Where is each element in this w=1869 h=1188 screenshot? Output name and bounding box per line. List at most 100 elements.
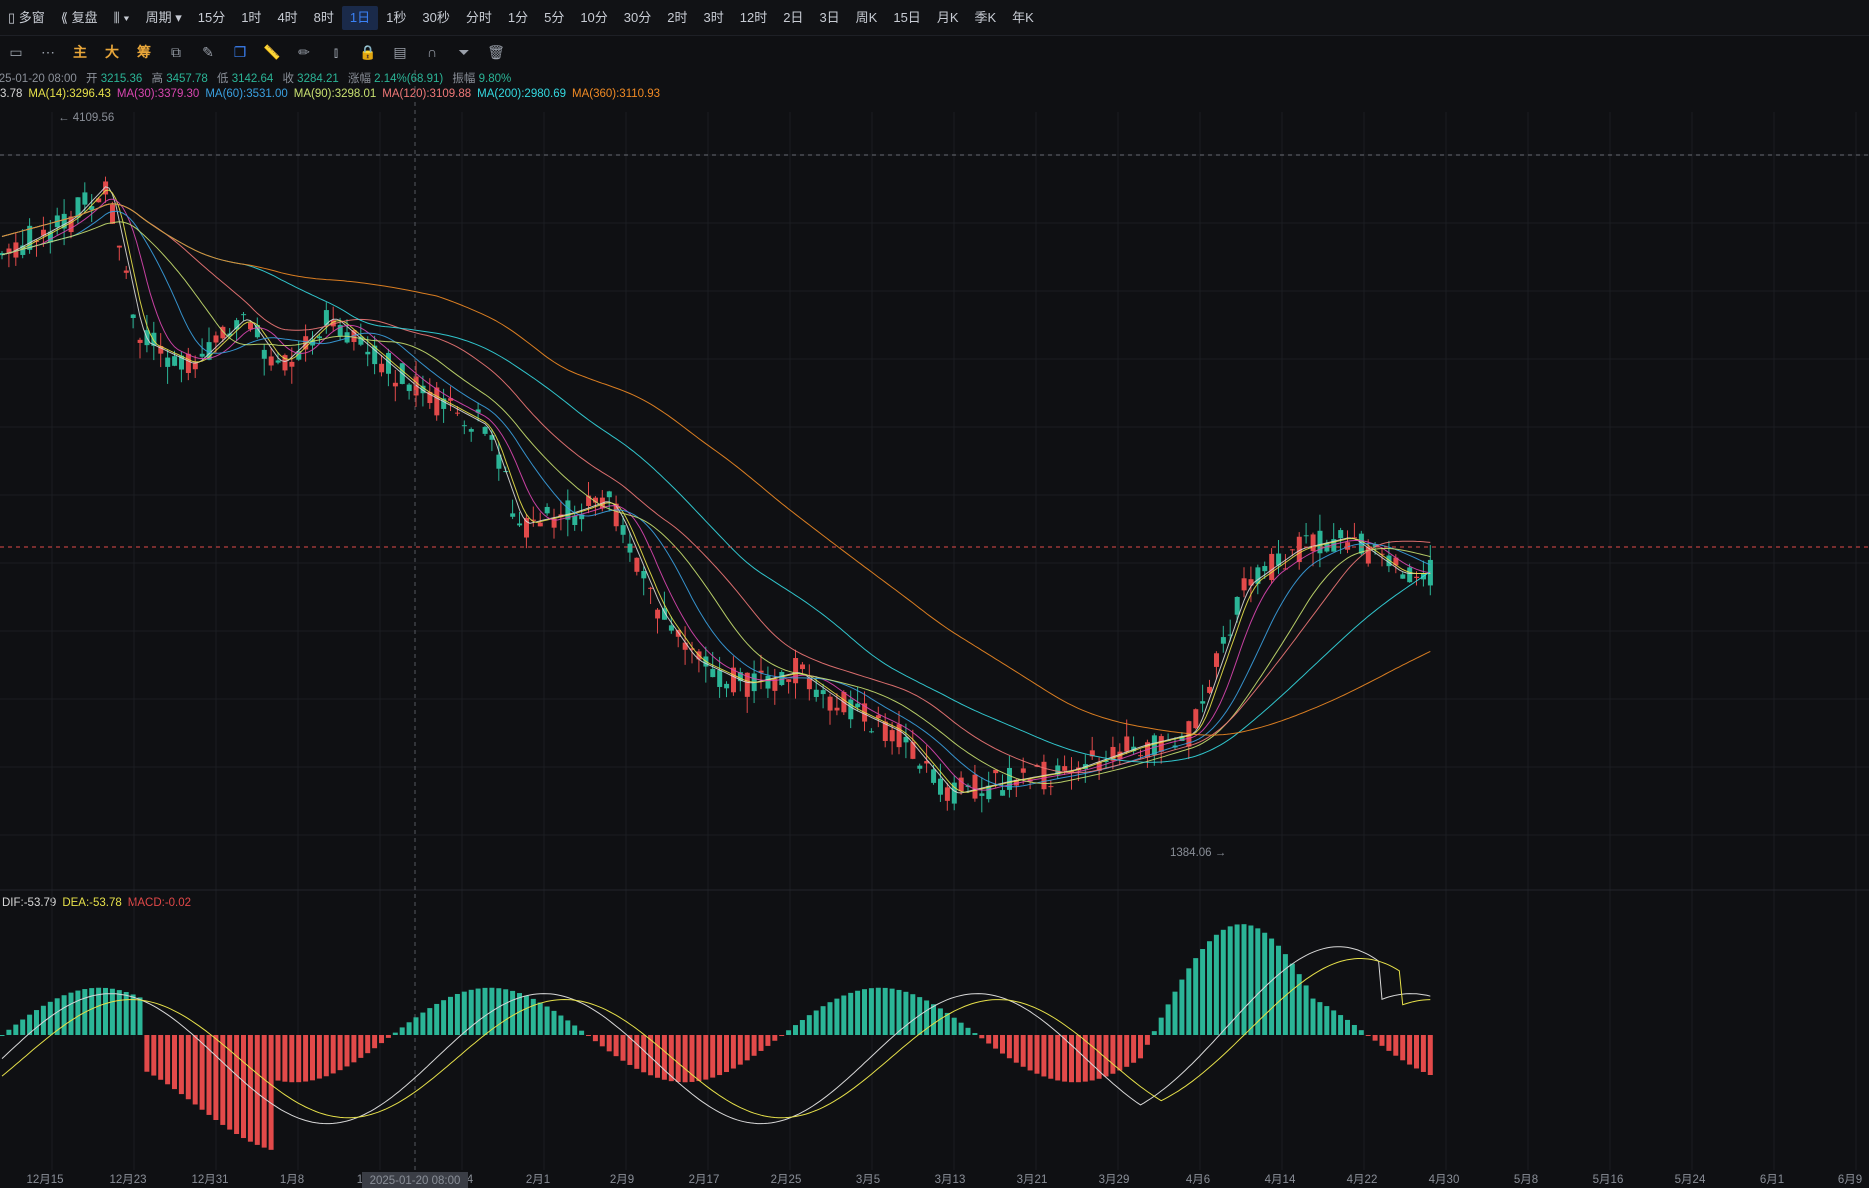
macd-bar (1324, 1006, 1330, 1035)
candle-body (406, 384, 412, 392)
interval-19[interactable]: 月K (936, 9, 959, 25)
big-indicator-button[interactable]: 大 (105, 44, 119, 60)
macd-bar (793, 1025, 798, 1035)
macd-bar (634, 1035, 640, 1069)
macd-bar (1069, 1035, 1074, 1083)
interval-7[interactable]: 分时 (465, 9, 492, 25)
candle-body (151, 332, 157, 346)
magnet-icon[interactable]: ∩ (426, 44, 438, 60)
ma-legend-item-5: MA(120):3109.88 (382, 88, 472, 100)
candle-body (903, 736, 909, 743)
interval-11[interactable]: 30分 (623, 9, 652, 25)
chart-type-button[interactable]: ⫼ ▾ (113, 9, 130, 25)
interval-21[interactable]: 年K (1012, 9, 1034, 25)
period-dropdown[interactable]: 周期 ▾ (145, 9, 182, 25)
macd-bar (565, 1020, 571, 1035)
candle-body (220, 326, 226, 339)
candle-body (1069, 771, 1075, 773)
candle-body (951, 782, 957, 804)
candle-body (116, 245, 122, 248)
macd-bar (399, 1027, 405, 1035)
interval-14[interactable]: 12时 (739, 9, 768, 25)
candle-body (82, 192, 88, 205)
candle-body (1124, 736, 1130, 752)
interval-0[interactable]: 15分 (197, 9, 226, 25)
interval-2[interactable]: 4时 (277, 9, 298, 25)
macd-bar (586, 1035, 591, 1036)
interval-3[interactable]: 8时 (313, 9, 334, 25)
interval-10[interactable]: 10分 (580, 9, 608, 25)
ma-line-1 (1, 189, 1431, 793)
macd-bar (993, 1035, 999, 1049)
candle-body (1110, 746, 1116, 761)
macd-bar (606, 1035, 612, 1052)
interval-18[interactable]: 15日 (893, 9, 921, 25)
interval-15[interactable]: 2日 (783, 9, 804, 25)
trash-icon[interactable]: 🗑 (487, 43, 505, 60)
interval-6[interactable]: 30秒 (422, 9, 450, 25)
x-axis-label: 4月14 (1265, 1174, 1296, 1186)
candle-body (496, 454, 502, 469)
macd-bar (6, 1029, 12, 1035)
candle-body (1158, 736, 1164, 752)
copy-icon[interactable]: ❐ (233, 43, 247, 60)
interval-1[interactable]: 1时 (241, 9, 262, 25)
ma-legend-item-6: MA(200):2980.69 (477, 88, 567, 100)
interval-9[interactable]: 5分 (544, 9, 565, 25)
candle-body (586, 495, 592, 506)
candle-body (351, 330, 357, 343)
candle-icon[interactable]: ⫾ (333, 43, 339, 60)
macd-bar (1200, 949, 1206, 1035)
candle-body (744, 672, 750, 697)
macd-bar (696, 1035, 702, 1082)
macd-bar (1055, 1035, 1061, 1081)
ruler-icon[interactable]: 📏 (263, 43, 281, 60)
macd-bar (1131, 1035, 1137, 1063)
main-indicator-button[interactable]: 主 (73, 44, 87, 60)
interval-4[interactable]: 1日 (341, 5, 379, 30)
macd-legend-item-0: DIF:-53.79 (2, 897, 57, 909)
more-icon[interactable]: ⋯ (41, 43, 55, 60)
brush-icon[interactable]: ✎ (202, 43, 214, 60)
macd-bar (1372, 1035, 1378, 1041)
macd-bar (323, 1035, 329, 1077)
candle-body (606, 491, 612, 498)
candle-body (392, 382, 398, 387)
macd-bar (1296, 974, 1302, 1035)
candle-body (551, 518, 557, 528)
interval-20[interactable]: 季K (974, 9, 997, 25)
x-axis-label: 3月29 (1099, 1174, 1130, 1186)
interval-8[interactable]: 1分 (507, 9, 529, 25)
candle-body (482, 426, 488, 434)
chips-button[interactable]: 筹 (137, 44, 151, 60)
macd-bar (420, 1012, 426, 1035)
interval-13[interactable]: 3时 (703, 9, 724, 25)
candle-body (834, 707, 840, 711)
interval-16[interactable]: 3日 (819, 9, 840, 25)
interval-17[interactable]: 周K (855, 9, 878, 25)
lock-icon[interactable]: 🔒 (359, 43, 377, 60)
indicator-icon[interactable]: ⧉ (171, 43, 181, 60)
note-icon[interactable]: ▤ (393, 43, 407, 60)
ohlc-amp: 振幅 9.80% (452, 73, 512, 85)
layout-icon[interactable]: ▭ (9, 43, 23, 60)
filter-icon[interactable]: ⏷ (458, 43, 470, 60)
candle-body (468, 429, 474, 432)
candle-body (179, 355, 184, 370)
pen-icon[interactable]: ✏ (298, 43, 310, 60)
macd-bar (1179, 979, 1185, 1035)
macd-bar (558, 1015, 564, 1035)
interval-5[interactable]: 1秒 (386, 9, 407, 25)
multi-window-button[interactable]: ▯ 多窗 (8, 9, 45, 25)
candle-body (772, 678, 778, 691)
ma-legend-item-4: MA(90):3298.01 (293, 88, 377, 100)
macd-bar (1365, 1035, 1371, 1036)
x-axis-label: 12月31 (191, 1174, 228, 1186)
macd-bar (579, 1030, 585, 1035)
interval-12[interactable]: 2时 (667, 9, 688, 25)
macd-bar (1248, 925, 1254, 1035)
candle-body (282, 355, 288, 371)
macd-bar (109, 988, 115, 1035)
replay-button[interactable]: ⟪ 复盘 (60, 9, 98, 25)
